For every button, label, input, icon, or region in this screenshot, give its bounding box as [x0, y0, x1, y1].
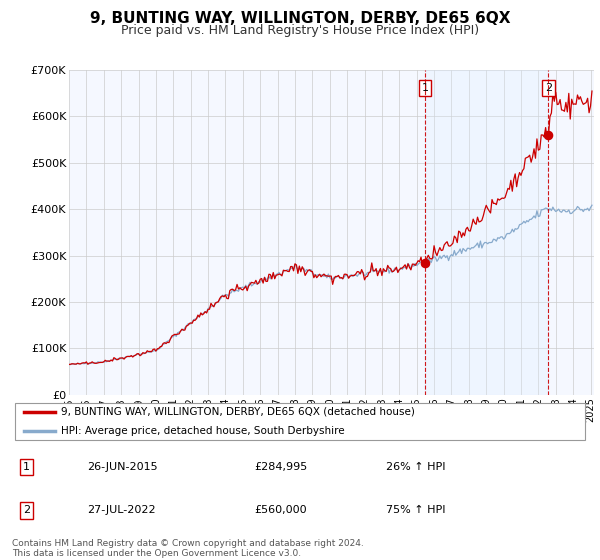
- FancyBboxPatch shape: [15, 403, 585, 440]
- Text: 26-JUN-2015: 26-JUN-2015: [87, 462, 158, 472]
- Text: 75% ↑ HPI: 75% ↑ HPI: [386, 506, 446, 516]
- Text: 9, BUNTING WAY, WILLINGTON, DERBY, DE65 6QX (detached house): 9, BUNTING WAY, WILLINGTON, DERBY, DE65 …: [61, 407, 415, 417]
- Text: Price paid vs. HM Land Registry's House Price Index (HPI): Price paid vs. HM Land Registry's House …: [121, 24, 479, 36]
- Text: £560,000: £560,000: [254, 506, 307, 516]
- Text: 1: 1: [422, 83, 429, 93]
- Text: 26% ↑ HPI: 26% ↑ HPI: [386, 462, 446, 472]
- Text: £284,995: £284,995: [254, 462, 307, 472]
- Text: Contains HM Land Registry data © Crown copyright and database right 2024.: Contains HM Land Registry data © Crown c…: [12, 539, 364, 548]
- Point: [421, 258, 430, 267]
- Text: This data is licensed under the Open Government Licence v3.0.: This data is licensed under the Open Gov…: [12, 549, 301, 558]
- Text: 2: 2: [545, 83, 552, 93]
- Text: 9, BUNTING WAY, WILLINGTON, DERBY, DE65 6QX: 9, BUNTING WAY, WILLINGTON, DERBY, DE65 …: [90, 11, 510, 26]
- Text: 2: 2: [23, 506, 30, 516]
- Point: [544, 130, 553, 139]
- Text: HPI: Average price, detached house, South Derbyshire: HPI: Average price, detached house, Sout…: [61, 426, 344, 436]
- Bar: [425, 70, 548, 395]
- Text: 1: 1: [23, 462, 30, 472]
- Text: 27-JUL-2022: 27-JUL-2022: [87, 506, 155, 516]
